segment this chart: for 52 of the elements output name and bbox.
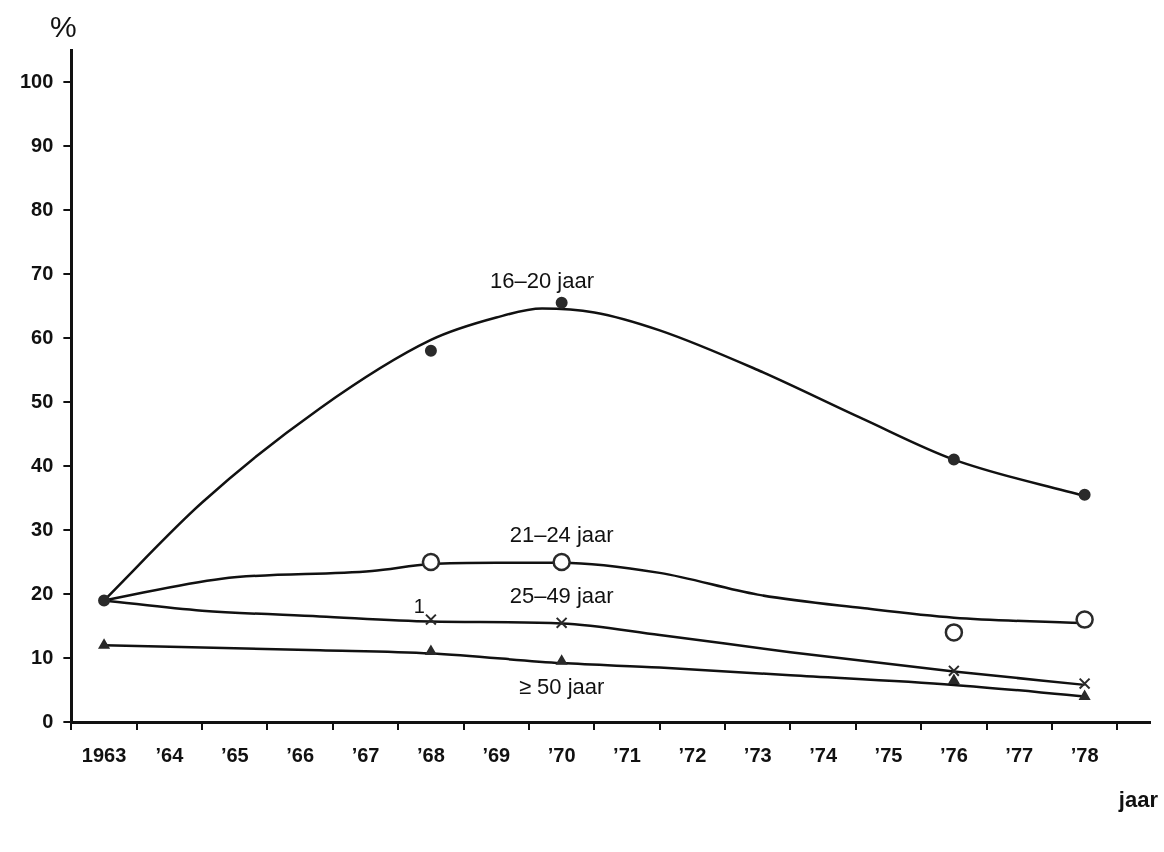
point — [948, 674, 960, 684]
x-tick-label: ’75 — [874, 743, 903, 766]
y-tick-label: 10 — [31, 645, 54, 668]
y-tick-label: 90 — [31, 133, 54, 156]
point — [425, 645, 437, 656]
x-tick-label: ’73 — [743, 743, 772, 766]
y-tick-label: 50 — [31, 389, 54, 412]
x-axis-title: jaar — [1117, 787, 1159, 813]
point — [1075, 610, 1094, 629]
point — [555, 296, 568, 309]
x-tick-label: ’67 — [351, 743, 380, 766]
point — [947, 664, 960, 677]
series-label: 21–24 jaar — [509, 521, 614, 547]
point — [552, 552, 571, 572]
y-tick-label: 40 — [31, 453, 54, 476]
point — [98, 594, 111, 607]
y-tick-label: 20 — [31, 581, 54, 604]
y-tick-label: 70 — [31, 261, 54, 284]
x-tick-label: ’68 — [417, 743, 445, 766]
point — [1078, 677, 1091, 690]
x-tick-label: ’70 — [547, 743, 576, 766]
point — [424, 613, 437, 626]
point — [98, 639, 110, 649]
point — [424, 344, 437, 357]
point — [1079, 690, 1090, 700]
series-label: ≥ 50 jaar — [518, 674, 605, 700]
point — [556, 655, 567, 665]
point — [944, 623, 964, 642]
x-tick-label: ’64 — [155, 743, 185, 766]
point — [555, 616, 568, 629]
series-label: 16–20 jaar — [490, 267, 595, 293]
y-tick-label: 0 — [42, 709, 54, 732]
x-tick-label: ’71 — [613, 743, 641, 766]
point — [947, 453, 960, 466]
x-tick-label: ’65 — [220, 743, 249, 766]
x-tick-label: ’76 — [939, 743, 968, 766]
y-tick-label: 30 — [31, 517, 54, 540]
y-axis-title: % — [50, 10, 77, 44]
x-tick-label: ’78 — [1070, 743, 1099, 766]
point — [1078, 488, 1091, 501]
x-tick-label: ’77 — [1005, 743, 1034, 766]
series-label: 25–49 jaar — [509, 582, 614, 608]
y-tick-label: 100 — [19, 69, 54, 92]
y-tick-label: 60 — [31, 325, 54, 348]
x-tick-label: 1963 — [81, 743, 127, 766]
x-tick-label: ’66 — [286, 743, 315, 766]
y-tick-label: 80 — [31, 197, 54, 220]
point — [421, 552, 441, 572]
x-tick-label: ’72 — [678, 743, 707, 766]
x-tick-label: ’74 — [809, 743, 838, 766]
annotation: 1 — [413, 595, 425, 618]
x-tick-label: ’69 — [482, 743, 511, 766]
